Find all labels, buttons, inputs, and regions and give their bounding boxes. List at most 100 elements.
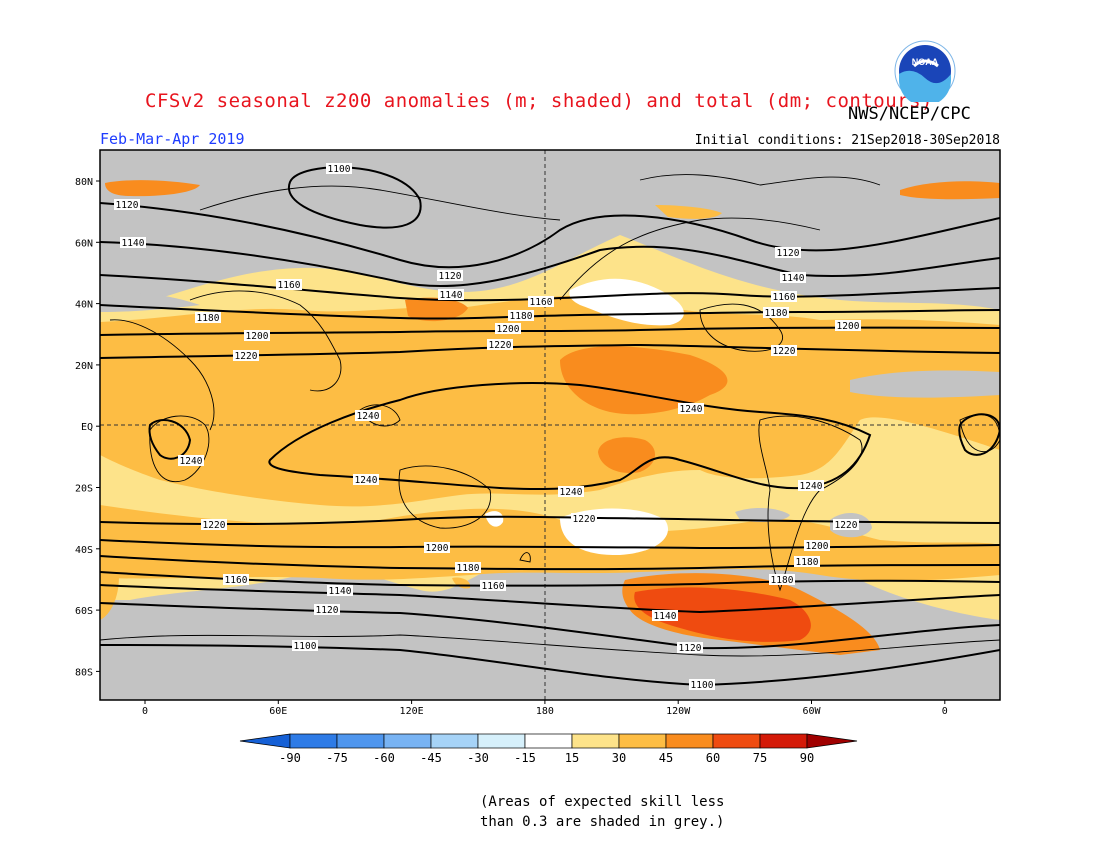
contour-label: 1200 [804, 540, 830, 552]
coastlines [100, 174, 1000, 657]
lat-tick-label: 40N [75, 300, 93, 311]
anomaly-area-60-75-southern [634, 587, 811, 642]
contour-label: 1240 [798, 480, 824, 492]
contour-label-text: 1180 [457, 563, 480, 574]
contour-label-text: 1200 [426, 543, 449, 554]
colorbar-segment [759, 733, 808, 749]
contour-label: 1120 [677, 642, 703, 654]
contour-1140-north [100, 241, 1000, 288]
contour-label: 1180 [508, 310, 534, 322]
contour-1160-south [100, 571, 1000, 587]
colorbar-tick-label: -30 [467, 751, 489, 765]
skill-note-line2: than 0.3 are shaded in grey.) [480, 814, 725, 830]
colorbar-segment [289, 733, 338, 749]
contour-label-text: 1240 [355, 475, 378, 486]
contour-label-text: 1160 [482, 581, 505, 592]
skill-note-line1: (Areas of expected skill less [480, 794, 725, 810]
contour-label-text: 1100 [328, 164, 351, 175]
colorbar-arrow-left [239, 733, 291, 749]
lon-tick-label: 180 [536, 706, 554, 717]
contour-label: 1240 [353, 474, 379, 486]
contour-label-text: 1220 [235, 351, 258, 362]
lat-tick-label: 60S [75, 606, 93, 617]
contour-label: 1180 [763, 307, 789, 319]
colorbar-segment [712, 733, 761, 749]
lon-tick-label: 120W [666, 706, 691, 717]
contour-label: 1100 [689, 679, 715, 691]
colorbar-segment [618, 733, 667, 749]
contour-label-text: 1220 [773, 346, 796, 357]
colorbar-tick-label: -60 [373, 751, 395, 765]
contour-1180-north [100, 304, 1000, 320]
lat-tick-label: 40S [75, 545, 93, 556]
contour-label: 1160 [771, 291, 797, 303]
contour-label-text: 1140 [782, 273, 805, 284]
colorbar-segment [571, 733, 620, 749]
contour-label: 1140 [327, 585, 353, 597]
height-contours [100, 166, 1000, 687]
contour-label-text: 1140 [440, 290, 463, 301]
contour-label: 1240 [355, 410, 381, 422]
contour-label-text: 1180 [765, 308, 788, 319]
initial-conditions: Initial conditions: 21Sep2018-30Sep2018 [694, 133, 1000, 148]
contour-label: 1100 [292, 640, 318, 652]
anomaly-area-45-60-arctic-east [900, 181, 1000, 200]
contour-label-text: 1200 [837, 321, 860, 332]
contour-1120-south [100, 602, 1000, 650]
contour-label-text: 1220 [489, 340, 512, 351]
contour-label: 1120 [775, 247, 801, 259]
lat-tick-label: 60N [75, 238, 93, 249]
lat-tick-label: 20N [75, 361, 93, 372]
lon-tick-label: 120E [400, 706, 424, 717]
contour-label: 1140 [120, 237, 146, 249]
map-frame [99, 149, 1001, 701]
lat-tick-label: 80N [75, 177, 93, 188]
contour-label-text: 1180 [197, 313, 220, 324]
contour-labels: 1100 1120 1140 1160 1180 1200 1220 1120 … [114, 163, 861, 691]
latitude-axis: 80N 60N 40N 20N EQ 20S 40S 60S 80S [75, 177, 100, 678]
longitude-axis: 0 60E 120E 180 120W 60W 0 [142, 700, 948, 717]
contour-label: 1200 [244, 330, 270, 342]
contour-label: 1220 [571, 513, 597, 525]
contour-label: 1180 [195, 312, 221, 324]
low-skill-grey-patch-natlantic [850, 370, 1000, 398]
contour-label-text: 1160 [278, 280, 301, 291]
contour-label: 1200 [835, 320, 861, 332]
lat-tick-label: 20S [75, 484, 93, 495]
contour-label-text: 1220 [573, 514, 596, 525]
contour-label: 1220 [201, 519, 227, 531]
contour-label-text: 1240 [180, 456, 203, 467]
contour-label-text: 1240 [680, 404, 703, 415]
contour-label-text: 1240 [800, 481, 823, 492]
contour-label-text: 1160 [225, 575, 248, 586]
agency-label: NWS/NCEP/CPC [848, 104, 971, 124]
contour-label-text: 1200 [497, 324, 520, 335]
contour-label: 1140 [780, 272, 806, 284]
lat-tick-label: EQ [81, 422, 93, 433]
lon-tick-label: 60E [269, 706, 287, 717]
contour-label: 1240 [678, 403, 704, 415]
lon-tick-label: 0 [142, 706, 148, 717]
contour-label: 1160 [223, 574, 249, 586]
anomaly-area-45-60-arctic-west [105, 180, 200, 197]
contour-label: 1160 [528, 296, 554, 308]
season-label: Feb-Mar-Apr 2019 [100, 130, 245, 148]
contour-label-text: 1120 [679, 643, 702, 654]
contour-label-text: 1160 [530, 297, 553, 308]
contour-label-text: 1160 [773, 292, 796, 303]
contour-label: 1220 [833, 519, 859, 531]
contour-label-text: 1220 [835, 520, 858, 531]
colorbar-tick-label: -45 [420, 751, 442, 765]
colorbar-tick-label: 75 [753, 751, 767, 765]
contour-label-text: 1140 [654, 611, 677, 622]
contour-label-text: 1100 [294, 641, 317, 652]
contour-1220-south [100, 515, 1000, 526]
contour-label: 1140 [438, 289, 464, 301]
lon-tick-label: 60W [802, 706, 821, 717]
contour-label: 1100 [326, 163, 352, 175]
colorbar-tick-label: 30 [612, 751, 626, 765]
contour-label: 1120 [437, 270, 463, 282]
colorbar-arrow-right [806, 733, 858, 749]
colorbar-tick-label: -15 [514, 751, 536, 765]
